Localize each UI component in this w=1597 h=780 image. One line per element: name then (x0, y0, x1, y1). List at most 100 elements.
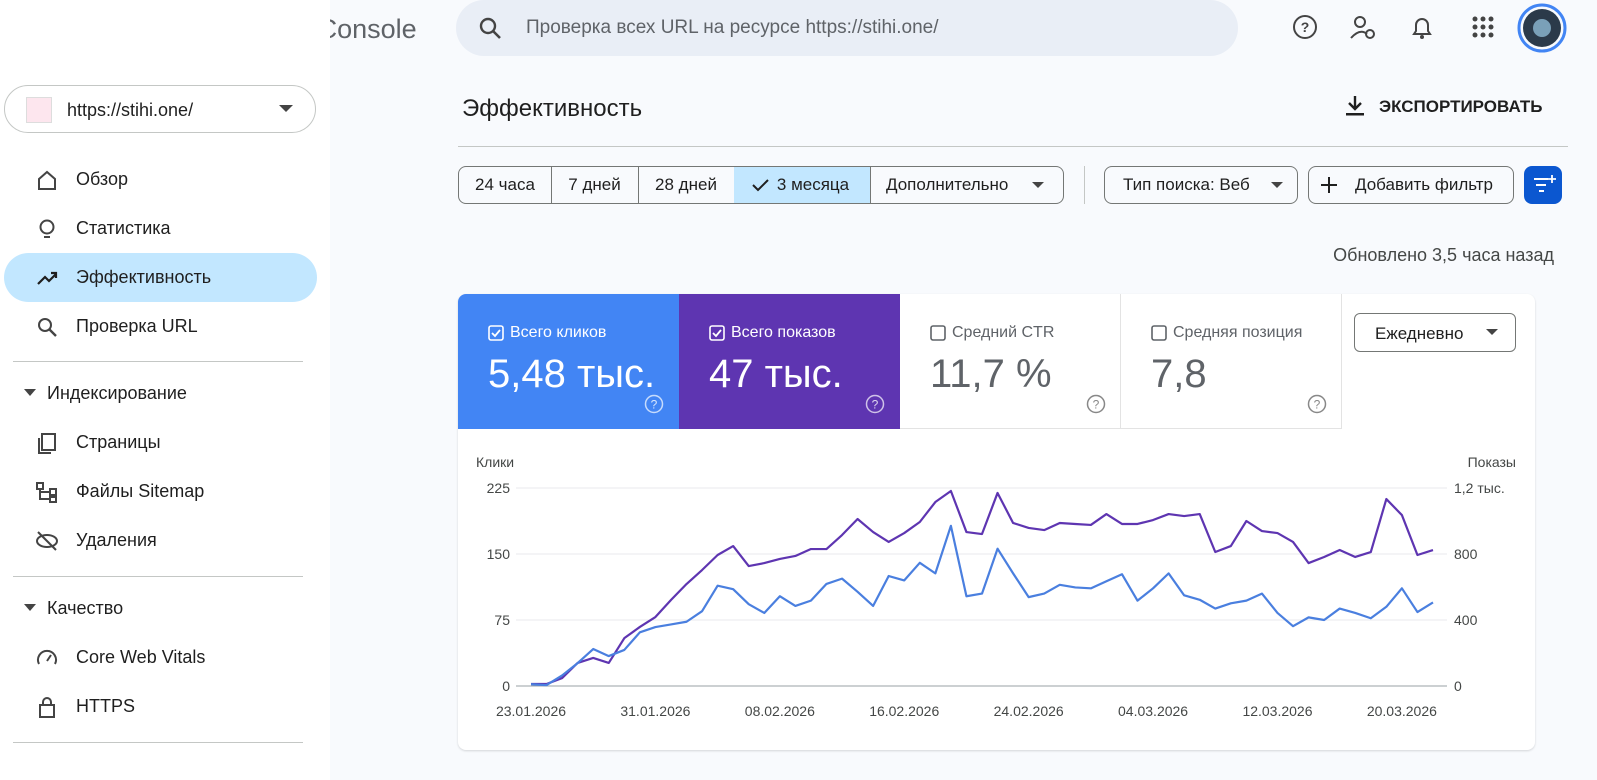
nav-item[interactable]: Статистика (76, 218, 171, 238)
x-tick-label: 08.02.2026 (745, 703, 815, 719)
nav-item[interactable]: Удаления (76, 530, 157, 550)
checkbox (930, 325, 946, 341)
metric-value: 7,8 (1151, 352, 1207, 396)
metric-tile[interactable]: Всего кликов 5,48 тыс. ? (458, 294, 679, 429)
dropdown-arrow (1486, 329, 1498, 335)
checkbox-checked (488, 325, 504, 341)
sitemap-icon (36, 482, 57, 503)
x-tick-label: 23.01.2026 (496, 703, 566, 719)
y2-tick-label: 0 (1454, 678, 1462, 694)
dropdown-arrow (1032, 182, 1044, 188)
nav-item[interactable]: HTTPS (76, 696, 136, 716)
removals-icon (36, 531, 58, 551)
svg-text:?: ? (872, 398, 879, 412)
more-chip[interactable]: Дополнительно (870, 166, 1064, 204)
nav-section[interactable]: Качество (47, 598, 124, 618)
granularity-select[interactable]: Ежедневно (1354, 313, 1516, 352)
svg-text:?: ? (1314, 398, 1321, 412)
y-tick-label: 75 (494, 612, 510, 628)
nav-item-active[interactable]: Эффективность (76, 267, 212, 287)
help-icon[interactable]: ? (1086, 394, 1106, 414)
metric-tile[interactable]: Всего показов 47 тыс. ? (679, 294, 900, 429)
y2-tick-label: 1,2 тыс. (1454, 480, 1505, 496)
updated-text: Обновлено 3,5 часа назад (1333, 245, 1554, 265)
export-button[interactable]: ЭКСПОРТИРОВАТЬ (1379, 97, 1543, 116)
dropdown-arrow (279, 105, 293, 112)
page-title: Эффективность (462, 95, 643, 122)
date-range-chip[interactable]: 28 дней (638, 166, 735, 204)
metric-tile[interactable]: Средняя позиция 7,8 ? (1121, 294, 1342, 429)
metric-value: 5,48 тыс. (488, 352, 656, 396)
metric-tile[interactable]: Средний CTR 11,7 % ? (900, 294, 1121, 429)
series-line (530, 524, 1434, 687)
metric-label: Средняя позиция (1173, 324, 1303, 341)
metric-label: Всего кликов (510, 324, 607, 341)
lock-icon (39, 697, 55, 718)
check-icon (752, 179, 769, 192)
home-icon (38, 170, 56, 190)
y-tick-label: 225 (487, 480, 511, 496)
nav-item[interactable]: Обзор (76, 169, 128, 189)
collapse-arrow (24, 389, 36, 396)
divider (458, 146, 1568, 147)
download-icon (1346, 96, 1364, 116)
help-icon[interactable]: ? (1292, 14, 1320, 42)
svg-text:?: ? (651, 398, 658, 412)
apps-icon[interactable] (1472, 16, 1496, 40)
search-icon (38, 318, 57, 337)
date-range-chip-selected[interactable]: 3 месяца (734, 166, 871, 204)
divider (1084, 166, 1085, 204)
notifications-icon[interactable] (1410, 14, 1436, 42)
property-selector[interactable]: https://stihi.one/ (4, 85, 316, 133)
y2-axis-title: Показы (1468, 454, 1516, 470)
vitals-icon (37, 649, 57, 665)
y2-tick-label: 800 (1454, 546, 1478, 562)
nav-item[interactable]: Core Web Vitals (76, 647, 206, 667)
add-filter-chip[interactable]: Добавить фильтр (1308, 166, 1514, 204)
search-placeholder: Проверка всех URL на ресурсе https://sti… (526, 17, 939, 38)
nav-item[interactable]: Файлы Sitemap (76, 481, 205, 501)
y2-tick-label: 400 (1454, 612, 1478, 628)
search-box[interactable]: Проверка всех URL на ресурсе https://sti… (456, 0, 1238, 56)
x-tick-label: 16.02.2026 (869, 703, 939, 719)
metric-value: 11,7 % (930, 352, 1052, 396)
nav-item[interactable]: Проверка URL (76, 316, 198, 336)
bulb-icon (39, 219, 55, 238)
settings-icon[interactable] (1350, 14, 1378, 42)
y-axis-title: Клики (476, 454, 514, 470)
checkbox (1151, 325, 1167, 341)
metric-label: Всего показов (731, 324, 836, 341)
x-tick-label: 04.03.2026 (1118, 703, 1188, 719)
svg-text:?: ? (1093, 398, 1100, 412)
nav-section[interactable]: Индексирование (47, 383, 187, 403)
x-tick-label: 12.03.2026 (1242, 703, 1312, 719)
divider (13, 361, 303, 362)
dropdown-arrow (1271, 182, 1283, 188)
property-favicon (26, 97, 52, 123)
date-range-chip[interactable]: 24 часа (458, 166, 552, 204)
search-type-chip[interactable]: Тип поиска: Веб (1104, 166, 1298, 204)
plus-icon (1321, 177, 1337, 193)
date-range-chip[interactable]: 7 дней (551, 166, 639, 204)
checkbox-checked (709, 325, 725, 341)
x-tick-label: 24.02.2026 (994, 703, 1064, 719)
nav-item[interactable]: Страницы (76, 432, 161, 452)
help-icon[interactable]: ? (1307, 394, 1327, 414)
y-tick-label: 0 (502, 678, 510, 694)
pages-icon (38, 433, 56, 454)
chart: Клики Показы 0 75 150 225 0 400 800 1,2 тыс. 23.… (476, 454, 1516, 719)
filter-button[interactable] (1524, 166, 1562, 204)
help-icon[interactable]: ? (865, 394, 885, 414)
trend-icon (37, 271, 58, 285)
property-url: https://stihi.one/ (67, 100, 194, 120)
series-line (531, 489, 1434, 686)
y-tick-label: 150 (487, 546, 511, 562)
help-icon[interactable]: ? (644, 394, 664, 414)
search-icon (479, 17, 501, 39)
avatar[interactable] (1517, 3, 1567, 53)
filter-icon (1534, 175, 1556, 192)
granularity-label: Ежедневно (1375, 324, 1464, 343)
divider (13, 576, 303, 577)
x-tick-label: 31.01.2026 (620, 703, 690, 719)
